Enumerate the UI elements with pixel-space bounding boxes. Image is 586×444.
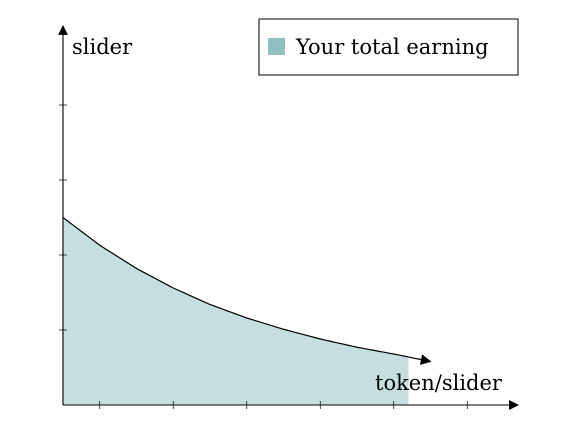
legend-box (258, 18, 519, 76)
earning-curve (62, 217, 432, 365)
legend-swatch (268, 38, 285, 55)
legend-label: Your total earning (295, 35, 489, 59)
y-axis-label: slider (72, 35, 133, 59)
x-axis-label: token/slider (375, 371, 503, 395)
legend: Your total earning (258, 18, 519, 76)
earning-area (63, 217, 409, 405)
